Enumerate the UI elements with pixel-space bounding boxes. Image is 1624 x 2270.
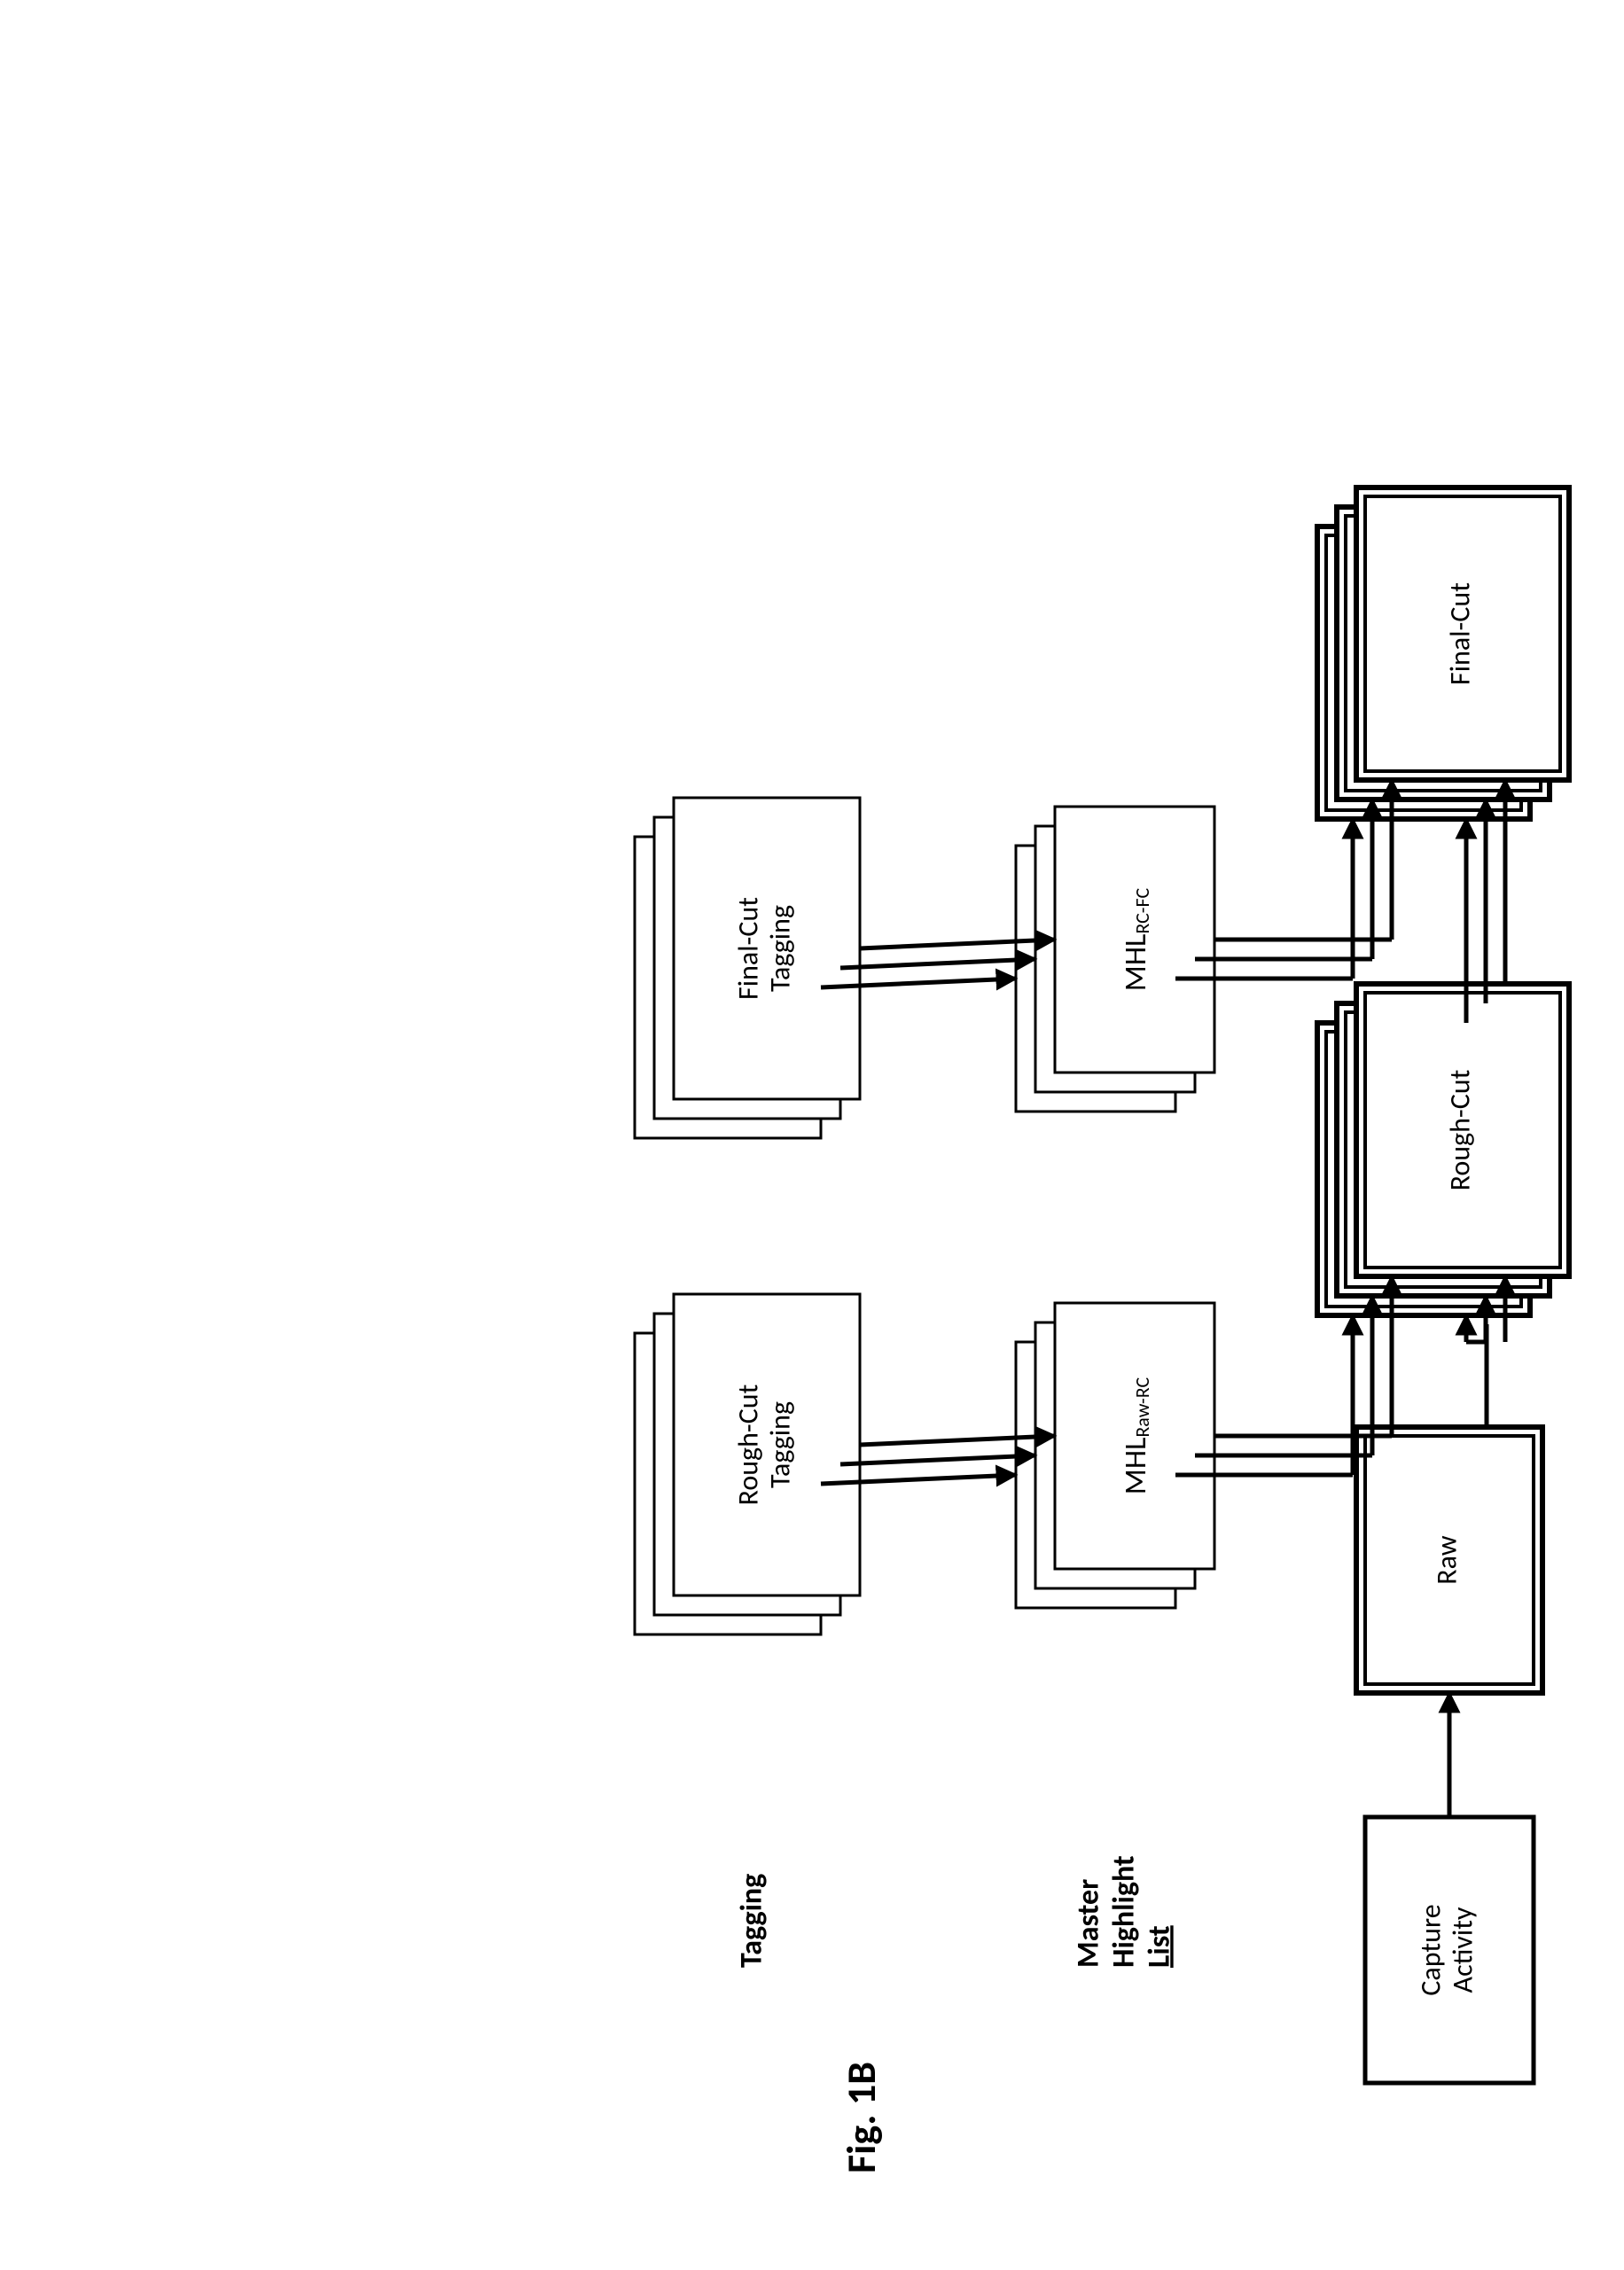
svg-text:Activity: Activity bbox=[1446, 1907, 1480, 1993]
svg-text:List: List bbox=[1141, 1925, 1177, 1968]
diagram-page: CaptureActivityRawRough-CutTaggingMHLRaw… bbox=[0, 0, 1624, 2270]
svg-text:Highlight: Highlight bbox=[1105, 1855, 1142, 1968]
capture-node: CaptureActivity bbox=[1365, 1817, 1534, 2083]
mhl_rawrc-node: MHLRaw-RC bbox=[1016, 1303, 1214, 1608]
flowchart-svg: CaptureActivityRawRough-CutTaggingMHLRaw… bbox=[0, 0, 1624, 2270]
svg-text:Tagging: Tagging bbox=[763, 1401, 798, 1488]
svg-text:Rough-Cut: Rough-Cut bbox=[1443, 1069, 1478, 1190]
rc_tag-node: Rough-CutTagging bbox=[635, 1294, 860, 1634]
svg-text:Rough-Cut: Rough-Cut bbox=[731, 1384, 766, 1505]
svg-text:Raw: Raw bbox=[1430, 1535, 1464, 1584]
raw-node: Raw bbox=[1356, 1427, 1542, 1693]
svg-text:Tagging: Tagging bbox=[763, 905, 798, 992]
svg-text:Capture: Capture bbox=[1414, 1904, 1448, 1995]
mhl_rcfc-node: MHLRC-FC bbox=[1016, 807, 1214, 1112]
figure-caption: Fig. 1B bbox=[837, 2062, 886, 2173]
svg-text:Tagging: Tagging bbox=[733, 1874, 769, 1968]
roughcut-node: Rough-Cut bbox=[1317, 984, 1569, 1315]
svg-text:Final-Cut: Final-Cut bbox=[731, 897, 766, 1000]
svg-text:Master: Master bbox=[1070, 1879, 1106, 1968]
svg-text:Final-Cut: Final-Cut bbox=[1443, 582, 1478, 685]
fc_tag-node: Final-CutTagging bbox=[635, 798, 860, 1138]
finalcut-node: Final-Cut bbox=[1317, 488, 1569, 819]
